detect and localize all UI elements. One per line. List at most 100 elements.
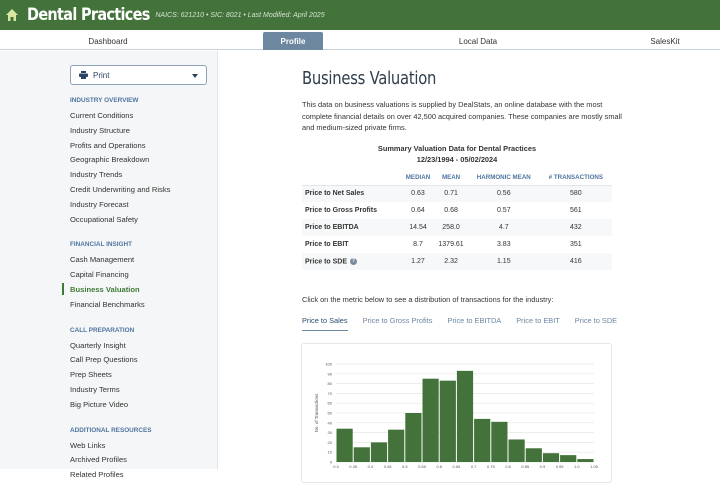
cell-text: Price to SDE	[305, 258, 348, 266]
sidebar-item-occupational-safety[interactable]: Occupational Safety	[70, 214, 138, 224]
row-label: Price to EBITDA	[302, 219, 402, 236]
cell-text: 0.63	[411, 190, 425, 198]
home-icon[interactable]	[5, 8, 19, 22]
sidebar-item-prep-sheets[interactable]: Prep Sheets	[70, 370, 112, 380]
cell-text: Price to Net Sales	[305, 190, 365, 198]
cell-text: 351	[570, 241, 582, 248]
sidebar-item-business-valuation[interactable]: Business Valuation	[62, 283, 140, 295]
print-dropdown[interactable]: Print	[70, 65, 207, 85]
histogram-bar	[542, 453, 560, 462]
sidebar-section-header: ADDITIONAL RESOURCES	[70, 426, 152, 434]
histogram-card: 0 10 20 30 40 50 60 70 80 90 100 0.3 0.35 0.4 0.45 0.5 0…	[301, 343, 612, 483]
metric-tab-price-to-ebit[interactable]: Price to EBIT	[516, 316, 560, 325]
column-header: MEDIAN	[401, 171, 435, 186]
y-tick-label: 40	[328, 420, 333, 425]
histogram-bar	[439, 380, 456, 462]
cell-value: 0.56	[467, 185, 540, 202]
cell-text: Price to EBIT	[305, 241, 349, 248]
cell-text: 432	[570, 224, 582, 231]
metric-tabs: Price to Sales Price to Gross Profits Pr…	[302, 314, 632, 331]
x-tick-label: 0.95	[556, 464, 565, 469]
row-label: Price to Net Sales	[302, 185, 402, 202]
histogram-bar	[491, 421, 508, 462]
table-caption: Summary Valuation Data for Dental Practi…	[302, 143, 612, 165]
y-tick-label: 50	[328, 411, 333, 416]
row-label: Price to SDE?	[302, 253, 402, 270]
x-tick-label: 0.65	[453, 464, 462, 469]
sidebar-item-call-prep-questions[interactable]: Call Prep Questions	[70, 355, 138, 365]
metric-tab-price-to-sales[interactable]: Price to Sales	[302, 314, 348, 331]
sidebar-item-profits-and-operations[interactable]: Profits and Operations	[70, 140, 146, 150]
x-tick-label: 0.5	[402, 464, 408, 469]
sidebar-item-big-picture-video[interactable]: Big Picture Video	[70, 399, 129, 409]
cell-text: 2.32	[444, 258, 458, 265]
sidebar-item-industry-trends[interactable]: Industry Trends	[70, 170, 123, 180]
industry-title: Dental Practices	[27, 5, 150, 25]
tab-local-data[interactable]: Local Data	[458, 36, 498, 46]
cell-text: 0.57	[496, 207, 511, 214]
sidebar: Print INDUSTRY OVERVIEW Current Condition…	[0, 51, 218, 479]
tab-dashboard[interactable]: Dashboard	[88, 36, 128, 46]
cell-value: 2.32	[434, 253, 468, 270]
x-tick-label: 0.55	[418, 464, 427, 469]
industry-meta: NAICS: 621210 • SIC: 8021 • Last Modifie…	[155, 11, 325, 19]
sidebar-item-related-profiles[interactable]: Related Profiles	[70, 470, 124, 480]
metric-tab-price-to-ebitda[interactable]: Price to EBITDA	[447, 316, 502, 325]
cell-value: 432	[539, 219, 612, 236]
cell-text: 1.15	[496, 258, 511, 265]
x-tick-label: 0.45	[384, 464, 393, 469]
tab-saleskit[interactable]: SalesKit	[650, 36, 680, 46]
histogram-bar	[370, 442, 388, 462]
cell-text: 561	[570, 207, 582, 214]
sidebar-item-industry-terms[interactable]: Industry Terms	[70, 385, 120, 394]
cell-value: 8.7	[402, 236, 434, 253]
sidebar-item-capital-financing[interactable]: Capital Financing	[70, 270, 129, 280]
sidebar-item-cash-management[interactable]: Cash Management	[70, 255, 135, 265]
cell-value: 416	[539, 253, 612, 270]
y-tick-label: 60	[328, 401, 333, 406]
intro-text: This data on business valuations is supp…	[302, 100, 622, 132]
histogram-bar	[388, 429, 405, 462]
cell-value: 0.68	[434, 202, 468, 219]
sidebar-item-archived-profiles[interactable]: Archived Profiles	[70, 455, 127, 465]
cell-text: 0.71	[444, 190, 458, 198]
cell-value: 1379.61	[434, 236, 468, 253]
metric-tab-price-to-gross-profits[interactable]: Price to Gross Profits	[362, 316, 433, 325]
metric-tab-price-to-sde[interactable]: Price to SDE	[574, 316, 618, 325]
cell-text: Price to Gross Profits	[305, 207, 377, 214]
y-tick-label: 100	[325, 362, 332, 367]
column-header: # TRANSACTIONS	[539, 171, 612, 186]
x-tick-label: 0.8	[505, 464, 511, 469]
column-header	[302, 171, 402, 186]
cell-text: 14.54	[409, 224, 427, 231]
cell-text: 580	[570, 190, 582, 198]
sidebar-item-quarterly-insight[interactable]: Quarterly Insight	[70, 340, 126, 350]
table-title: Summary Valuation Data for Dental Practi…	[377, 144, 537, 153]
cell-text: 258.0	[442, 224, 460, 231]
info-icon[interactable]: ?	[350, 257, 358, 265]
histogram-bar	[474, 418, 491, 462]
cell-value: 1.27	[401, 253, 435, 270]
sidebar-item-web-links[interactable]: Web Links	[70, 440, 106, 450]
column-header: HARMONIC MEAN	[467, 171, 540, 186]
sidebar-item-credit-underwriting-and-risks[interactable]: Credit Underwriting and Risks	[70, 185, 171, 194]
sidebar-section-header: CALL PREPARATION	[70, 326, 135, 334]
x-tick-label: 0.6	[436, 464, 442, 469]
x-tick-label: 0.4	[368, 464, 374, 469]
histogram-bar	[508, 439, 525, 462]
table-row: Price to Gross Profits 0.64 0.68 0.57 561	[302, 202, 612, 219]
y-tick-label: 80	[328, 381, 333, 386]
instruction-text: Click on the metric below to see a distr…	[302, 295, 554, 304]
x-tick-label: 0.7	[471, 464, 477, 469]
print-label: Print	[93, 70, 110, 80]
sidebar-item-current-conditions[interactable]: Current Conditions	[70, 111, 134, 120]
x-tick-label: 0.85	[521, 464, 530, 469]
cell-value: 4.7	[467, 219, 540, 236]
tab-profile[interactable]: Profile	[263, 32, 323, 50]
cell-value: 0.64	[402, 202, 434, 219]
x-tick-label: 0.75	[487, 464, 496, 469]
sidebar-item-geographic-breakdown[interactable]: Geographic Breakdown	[70, 155, 150, 165]
sidebar-item-industry-forecast[interactable]: Industry Forecast	[70, 199, 129, 209]
sidebar-item-financial-benchmarks[interactable]: Financial Benchmarks	[70, 299, 145, 309]
sidebar-item-industry-structure[interactable]: Industry Structure	[70, 125, 130, 135]
